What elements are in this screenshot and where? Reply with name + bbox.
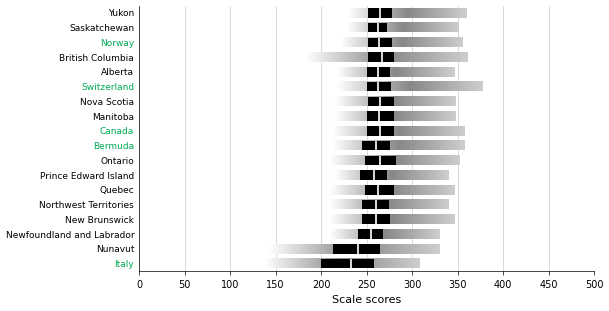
Bar <box>368 38 392 47</box>
Bar <box>321 259 374 268</box>
Bar <box>365 156 396 165</box>
Bar <box>333 244 380 253</box>
Bar <box>367 82 391 91</box>
Bar <box>365 185 394 195</box>
Bar <box>362 215 390 224</box>
Bar <box>368 52 394 62</box>
Bar <box>367 111 394 121</box>
Bar <box>367 126 394 136</box>
X-axis label: Scale scores: Scale scores <box>332 295 401 305</box>
Bar <box>368 23 387 32</box>
Bar <box>362 200 389 209</box>
Bar <box>367 67 390 77</box>
Bar <box>361 170 387 180</box>
Bar <box>357 229 383 239</box>
Bar <box>368 8 392 18</box>
Bar <box>368 97 394 106</box>
Bar <box>362 141 390 150</box>
